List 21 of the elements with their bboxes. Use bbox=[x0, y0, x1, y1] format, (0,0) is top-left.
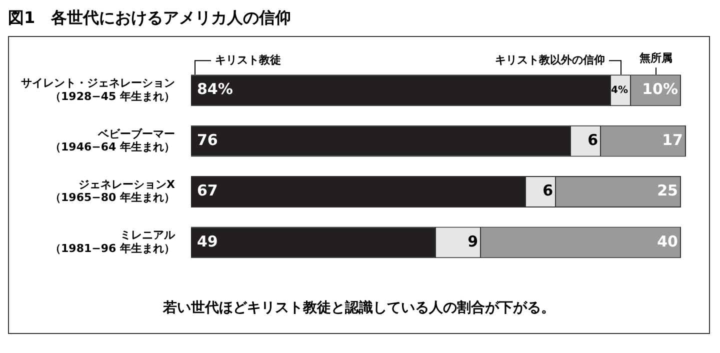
data-label: 10% bbox=[642, 80, 678, 98]
y-tick-label: サイレント・ジェネレーション（1928−45 年生まれ） bbox=[21, 76, 175, 103]
data-label: 84% bbox=[197, 80, 233, 98]
data-label: 49 bbox=[197, 232, 218, 250]
data-label: 6 bbox=[542, 182, 553, 200]
series-label: キリスト教徒 bbox=[215, 53, 281, 66]
y-tick-label: ベビーブーマー（1946−64 年生まれ） bbox=[50, 127, 175, 154]
y-tick-label: ミレニアル（1981−96 年生まれ） bbox=[50, 228, 176, 255]
data-label: 67 bbox=[197, 182, 218, 200]
data-label: 76 bbox=[197, 130, 218, 149]
series-label: 無所属 bbox=[638, 51, 672, 64]
data-label: 40 bbox=[657, 232, 678, 250]
data-label: 9 bbox=[468, 232, 478, 250]
chart-title: 図1 各世代におけるアメリカ人の信仰 bbox=[8, 8, 292, 29]
series-label: キリスト教以外の信仰 bbox=[495, 53, 605, 66]
y-tick-label: ジェネレーションX（1965−80 年生まれ） bbox=[50, 178, 176, 204]
data-label: 4% bbox=[611, 84, 628, 96]
data-label: 6 bbox=[588, 130, 598, 149]
text: 若い世代ほどキリスト教徒と認識している人の割合が下がる。 bbox=[162, 299, 556, 317]
data-label: 17 bbox=[662, 130, 683, 149]
data-label: 25 bbox=[657, 182, 678, 200]
